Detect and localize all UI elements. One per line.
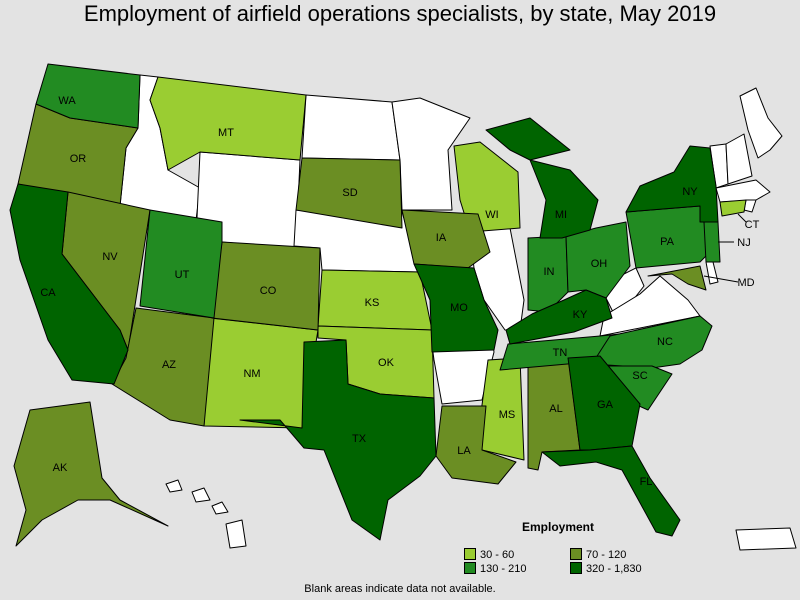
map-title: Employment of airfield operations specia… <box>83 1 717 26</box>
state-mi <box>485 117 599 239</box>
label-wi: WI <box>485 209 498 221</box>
legend-item-30-60: 30 - 60 <box>464 548 515 561</box>
label-pa: PA <box>660 236 675 248</box>
label-ks: KS <box>365 297 380 309</box>
label-tx: TX <box>352 433 367 445</box>
state-wi <box>453 141 521 233</box>
leader-ct <box>737 213 747 223</box>
state-pr <box>735 527 797 551</box>
state-nm <box>203 317 319 429</box>
state-hi-2 <box>191 487 211 503</box>
label-mo: MO <box>450 302 468 314</box>
state-fl <box>541 445 681 537</box>
state-me <box>739 87 783 159</box>
state-mo <box>413 263 499 353</box>
leader-md <box>703 275 739 283</box>
class-30-60-states <box>149 76 747 461</box>
label-in: IN <box>544 266 555 278</box>
label-al: AL <box>549 403 562 415</box>
state-hi-4 <box>225 519 247 549</box>
label-nm: NM <box>243 368 260 380</box>
label-ut: UT <box>175 269 190 281</box>
state-ca <box>9 183 129 385</box>
class-70-120-states <box>13 103 707 547</box>
label-nc: NC <box>657 336 673 348</box>
legend-label: 320 - 1,830 <box>586 563 642 575</box>
state-mt <box>149 76 307 171</box>
state-ma <box>715 179 771 203</box>
label-fl: FL <box>640 476 653 488</box>
label-ct: CT <box>745 219 760 231</box>
state-ky <box>505 289 613 345</box>
legend-swatch <box>464 548 476 560</box>
state-nd <box>301 94 401 161</box>
state-ak <box>13 401 169 547</box>
label-nj: NJ <box>737 237 750 249</box>
state-ia <box>401 209 491 269</box>
label-ga: GA <box>597 399 614 411</box>
state-hi-1 <box>165 479 183 493</box>
state-ct <box>719 199 747 217</box>
state-wa <box>35 63 141 129</box>
legend-swatch <box>570 562 582 574</box>
label-az: AZ <box>162 359 176 371</box>
state-nj <box>703 221 721 263</box>
legend-item-70-120: 70 - 120 <box>570 548 627 561</box>
label-ky: KY <box>573 309 588 321</box>
state-nh <box>725 133 753 185</box>
state-hi-3 <box>211 501 229 515</box>
label-md: MD <box>737 277 754 289</box>
label-ca: CA <box>40 287 56 299</box>
label-mi: MI <box>555 209 567 221</box>
legend-label: 30 - 60 <box>480 549 515 561</box>
label-oh: OH <box>591 258 608 270</box>
label-ia: IA <box>436 232 447 244</box>
state-tx <box>239 339 437 541</box>
label-mt: MT <box>218 127 234 139</box>
label-nv: NV <box>102 251 118 263</box>
footnote: Blank areas indicate data not available. <box>304 583 496 595</box>
state-ny <box>625 145 719 223</box>
label-or: OR <box>70 153 87 165</box>
state-oh <box>565 221 631 299</box>
legend-swatch <box>464 562 476 574</box>
legend-label: 130 - 210 <box>480 563 527 575</box>
label-co: CO <box>260 285 277 297</box>
state-labels: WA OR CA NV MT UT AZ CO NM SD KS OK TX I… <box>40 95 759 488</box>
legend-title: Employment <box>522 520 595 534</box>
state-md <box>647 265 707 291</box>
label-sd: SD <box>342 187 357 199</box>
label-la: LA <box>457 445 471 457</box>
label-tn: TN <box>553 347 568 359</box>
label-leader-lines <box>703 213 747 283</box>
state-sd <box>295 157 403 229</box>
label-wa: WA <box>58 95 76 107</box>
label-ms: MS <box>499 409 516 421</box>
label-sc: SC <box>632 370 647 382</box>
state-la <box>435 405 517 485</box>
label-ok: OK <box>378 357 395 369</box>
legend-swatch <box>570 548 582 560</box>
class-130-210-states <box>35 63 721 411</box>
legend-item-320-1830: 320 - 1,830 <box>570 562 642 575</box>
class-320-1830-states <box>9 117 719 541</box>
legend-label: 70 - 120 <box>586 549 627 561</box>
legend-item-130-210: 130 - 210 <box>464 562 527 575</box>
state-ut <box>139 209 223 319</box>
label-ak: AK <box>53 462 68 474</box>
label-ny: NY <box>682 186 698 198</box>
